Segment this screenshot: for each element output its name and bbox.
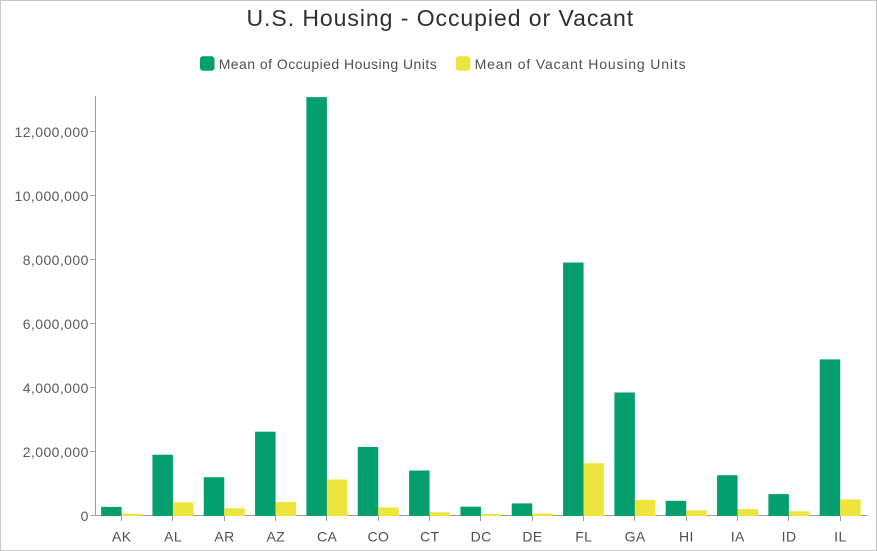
svg-text:DC: DC (471, 528, 492, 544)
svg-text:U.S. Housing - Occupied or Vac: U.S. Housing - Occupied or Vacant (247, 5, 635, 31)
svg-text:ID: ID (782, 528, 797, 544)
svg-text:IA: IA (731, 528, 745, 544)
svg-text:8,000,000: 8,000,000 (23, 252, 89, 268)
svg-text:IL: IL (834, 528, 846, 544)
svg-text:HI: HI (679, 528, 694, 544)
svg-text:AK: AK (112, 528, 132, 544)
svg-text:10,000,000: 10,000,000 (15, 188, 89, 204)
svg-text:AR: AR (214, 528, 234, 544)
svg-text:12,000,000: 12,000,000 (15, 124, 89, 140)
svg-text:2,000,000: 2,000,000 (23, 444, 89, 460)
svg-text:Mean of Occupied Housing Units: Mean of Occupied Housing Units (219, 56, 437, 72)
svg-text:AL: AL (164, 528, 182, 544)
svg-text:GA: GA (625, 528, 646, 544)
svg-text:CO: CO (368, 528, 390, 544)
svg-text:CA: CA (317, 528, 338, 544)
svg-text:0: 0 (81, 508, 89, 524)
svg-text:4,000,000: 4,000,000 (23, 380, 89, 396)
svg-text:CT: CT (420, 528, 440, 544)
svg-text:6,000,000: 6,000,000 (23, 316, 89, 332)
svg-text:FL: FL (575, 528, 592, 544)
svg-text:AZ: AZ (266, 528, 285, 544)
svg-text:Mean of Vacant Housing Units: Mean of Vacant Housing Units (475, 56, 687, 72)
svg-text:DE: DE (522, 528, 542, 544)
